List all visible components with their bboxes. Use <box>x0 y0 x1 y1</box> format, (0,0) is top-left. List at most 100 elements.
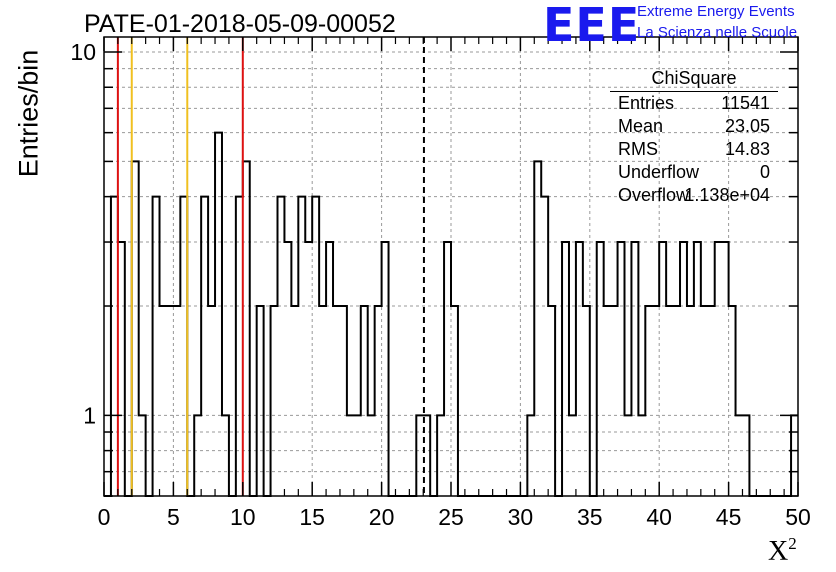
stats-row-entries: Entries 11541 <box>610 92 778 115</box>
histogram-bin <box>382 242 389 496</box>
stats-label: Overflow <box>618 185 690 205</box>
histogram-bin <box>215 133 222 496</box>
x-tick-label: 15 <box>299 504 325 530</box>
logo-line-2: La Scienza nelle Scuole <box>637 24 798 41</box>
histogram-bin <box>645 306 652 496</box>
histogram-bin <box>319 306 326 496</box>
histogram-bin <box>278 197 285 496</box>
histogram-bin <box>326 242 333 496</box>
histogram-bin <box>659 242 666 496</box>
histogram-bin <box>271 306 278 496</box>
histogram-bin <box>687 306 694 496</box>
x-tick-label: 25 <box>438 504 464 530</box>
histogram-bin <box>673 306 680 496</box>
eee-logo: EEE <box>543 0 641 52</box>
histogram-bin <box>153 197 160 496</box>
histogram-bin <box>451 306 458 496</box>
marker-lines <box>116 37 425 496</box>
y-axis-label: Entries/bin <box>13 49 44 178</box>
histogram-bin <box>680 242 687 496</box>
histogram-bin <box>611 306 618 496</box>
histogram-bin <box>736 415 743 496</box>
stats-box-name: ChiSquare <box>610 66 778 92</box>
histogram-bin <box>236 197 243 496</box>
histogram-bin <box>291 306 298 496</box>
histogram-bin <box>694 242 701 496</box>
histogram-bin <box>160 306 167 496</box>
histogram-bin <box>139 415 146 496</box>
stats-value: 0 <box>759 162 770 182</box>
histogram-bin <box>583 306 590 496</box>
histogram-bin <box>361 306 368 496</box>
stats-value: 11541 <box>721 93 770 113</box>
histogram-bin <box>638 415 645 496</box>
histogram-bin <box>180 197 187 496</box>
tick-labels: 0 5 10 15 20 25 30 35 40 45 50 1 10 <box>70 39 810 530</box>
histogram-bin <box>729 306 736 496</box>
histogram-bin <box>354 415 361 496</box>
histogram-bin <box>333 306 340 496</box>
histogram-bin <box>604 306 611 496</box>
histogram-bin <box>569 415 576 496</box>
stats-label: Entries <box>618 93 675 113</box>
axes <box>103 36 799 497</box>
histogram-bin <box>708 306 715 496</box>
histogram-bin <box>312 197 319 496</box>
histogram-bin <box>722 242 729 496</box>
histogram-bin <box>597 242 604 496</box>
histogram-bin <box>375 306 382 496</box>
histogram-bin <box>576 242 583 496</box>
stats-row-underflow: Underflow 0 <box>610 161 778 184</box>
x-tick-label: 30 <box>508 504 534 530</box>
histogram-bin <box>305 242 312 496</box>
x-axis-label-base: Χ <box>768 536 789 567</box>
histogram-bin <box>118 242 125 496</box>
x-tick-label: 35 <box>577 504 603 530</box>
histogram-bin <box>631 242 638 496</box>
stats-label: Mean <box>618 116 664 136</box>
histogram-bin <box>243 161 250 496</box>
x-tick-label: 40 <box>646 504 672 530</box>
x-axis-label-superscript: 2 <box>788 534 797 553</box>
stats-box: ChiSquare Entries 11541 Mean 23.05 RMS 1… <box>610 66 778 207</box>
y-tick-label: 1 <box>83 402 96 428</box>
stats-row-overflow: Overflow 1.138e+04 <box>610 184 778 207</box>
histogram-bin <box>298 197 305 496</box>
histogram-bin <box>625 415 632 496</box>
histogram-bin <box>173 306 180 496</box>
histogram-bin <box>527 415 534 496</box>
histogram-bin <box>347 415 354 496</box>
histogram-bin <box>548 306 555 496</box>
stats-value: 14.83 <box>724 139 770 159</box>
x-axis-label: Χ2 <box>768 534 797 568</box>
stats-row-rms: RMS 14.83 <box>610 138 778 161</box>
stats-label: Underflow <box>618 162 700 182</box>
histogram-bin <box>257 306 264 496</box>
histogram-bin <box>541 197 548 496</box>
chart-title: PATE-01-2018-05-09-00052 <box>84 10 396 38</box>
histogram-bin <box>534 161 541 496</box>
histogram-bin <box>791 415 798 496</box>
histogram-bin <box>208 306 215 496</box>
histogram-bin <box>715 242 722 496</box>
histogram-bin <box>437 415 444 496</box>
stats-value: 1.138e+04 <box>684 185 770 205</box>
x-tick-label: 10 <box>230 504 256 530</box>
histogram-bin <box>618 242 625 496</box>
histogram-bin <box>368 415 375 496</box>
histogram-bin <box>416 415 423 496</box>
x-tick-label: 45 <box>716 504 742 530</box>
y-tick-label: 10 <box>70 39 96 65</box>
histogram-series <box>104 131 798 497</box>
histogram-bin <box>284 242 291 496</box>
histogram-bin <box>666 306 673 496</box>
histogram-bin <box>201 197 208 496</box>
x-tick-label: 0 <box>98 504 111 530</box>
histogram-bin <box>340 306 347 496</box>
histogram-bin <box>701 306 708 496</box>
stats-value: 23.05 <box>724 116 770 136</box>
x-tick-label: 5 <box>167 504 180 530</box>
stats-label: RMS <box>618 139 658 159</box>
histogram-bin <box>742 415 749 496</box>
x-tick-label: 20 <box>369 504 395 530</box>
